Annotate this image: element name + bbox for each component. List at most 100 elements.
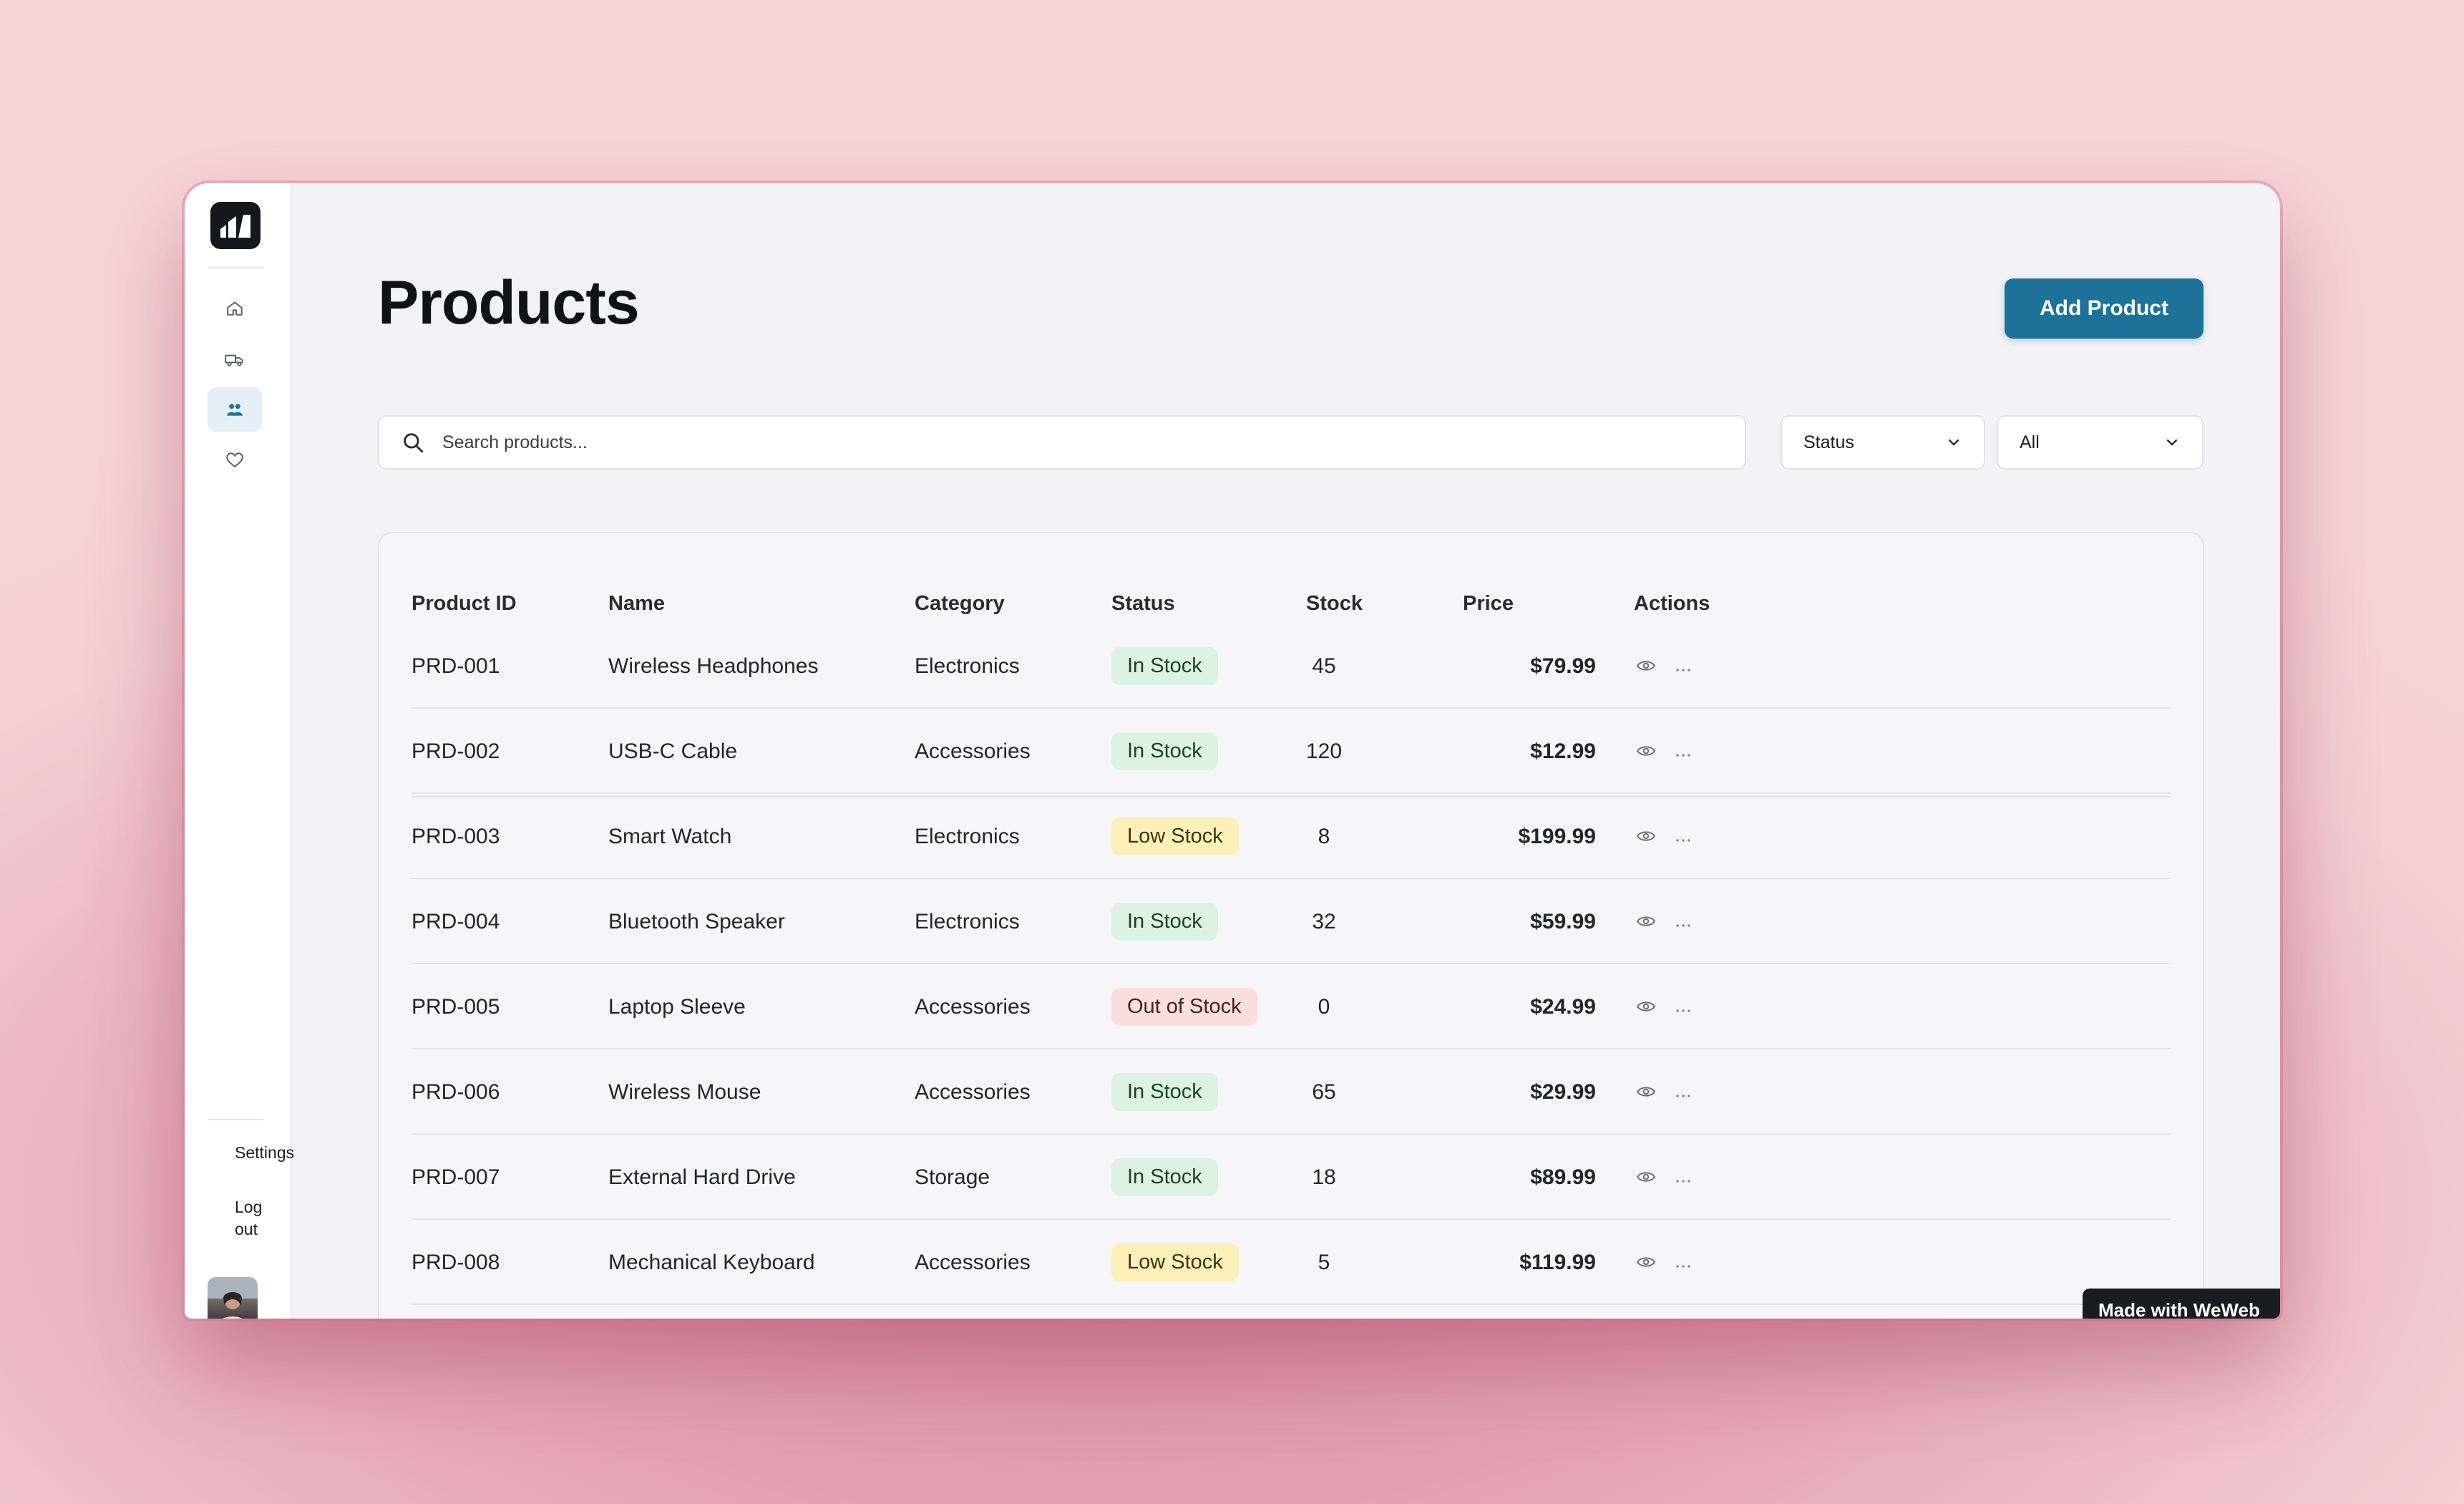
row-divider bbox=[412, 963, 2171, 964]
actions-cell bbox=[1636, 709, 1691, 794]
stock-cell: 5 bbox=[1318, 1250, 1330, 1274]
status-cell: In Stock bbox=[1111, 1135, 1218, 1220]
stock-cell: 120 bbox=[1305, 739, 1343, 763]
price-cell: $79.99 bbox=[1530, 654, 1596, 678]
logout-link[interactable]: Log out bbox=[235, 1198, 263, 1238]
product-id-cell: PRD-006 bbox=[412, 1080, 500, 1104]
product-name-cell: Wireless Mouse bbox=[608, 1080, 761, 1104]
category-cell: Storage bbox=[915, 1165, 990, 1189]
product-name-cell: Smart Watch bbox=[608, 824, 732, 848]
price-cell: $119.99 bbox=[1519, 1250, 1596, 1274]
status-cell: In Stock bbox=[1111, 709, 1218, 794]
nav-products[interactable] bbox=[208, 387, 262, 432]
search-box[interactable] bbox=[378, 415, 1746, 470]
status-badge: In Stock bbox=[1111, 903, 1218, 941]
view-icon[interactable] bbox=[1636, 1251, 1656, 1275]
page-title: Products bbox=[378, 268, 640, 337]
category-cell: Accessories bbox=[915, 994, 1031, 1019]
product-id-cell: PRD-007 bbox=[412, 1165, 500, 1189]
row-divider bbox=[412, 1304, 2171, 1305]
view-icon[interactable] bbox=[1636, 910, 1656, 934]
status-cell: Out of Stock bbox=[1111, 964, 1257, 1049]
view-icon[interactable] bbox=[1636, 1080, 1656, 1105]
stock-cell: 18 bbox=[1312, 1165, 1336, 1189]
table-row[interactable]: PRD-007 External Hard Drive Storage In Stoc… bbox=[379, 1135, 2203, 1220]
row-divider bbox=[412, 1133, 2171, 1135]
more-options-icon[interactable] bbox=[1675, 1251, 1691, 1275]
price-cell: $59.99 bbox=[1530, 909, 1596, 933]
nav-deliveries[interactable] bbox=[208, 337, 262, 382]
app-window: Settings Log out Products Add Product St… bbox=[185, 183, 2280, 1319]
view-icon[interactable] bbox=[1636, 1165, 1656, 1190]
product-id-cell: PRD-005 bbox=[412, 994, 500, 1019]
product-id-cell: PRD-008 bbox=[412, 1250, 500, 1274]
more-options-icon[interactable] bbox=[1675, 910, 1691, 934]
table-row[interactable]: PRD-002 USB-C Cable Accessories In Stock 120… bbox=[379, 709, 2203, 794]
product-id-cell: PRD-003 bbox=[412, 824, 500, 848]
status-cell: In Stock bbox=[1111, 1049, 1218, 1135]
status-badge: In Stock bbox=[1111, 1073, 1218, 1111]
category-cell: Electronics bbox=[915, 654, 1020, 678]
price-cell: $89.99 bbox=[1530, 1165, 1596, 1189]
table-row[interactable]: PRD-005 Laptop Sleeve Accessories Out of St… bbox=[379, 964, 2203, 1049]
view-icon[interactable] bbox=[1636, 654, 1656, 679]
actions-cell bbox=[1636, 794, 1691, 879]
product-name-cell: Wireless Headphones bbox=[608, 654, 819, 678]
table-row[interactable]: PRD-004 Bluetooth Speaker Electronics In St… bbox=[379, 879, 2203, 964]
column-header-product-id[interactable]: Product ID bbox=[412, 592, 517, 615]
status-cell: In Stock bbox=[1111, 879, 1218, 964]
actions-cell bbox=[1636, 624, 1691, 709]
status-filter-select[interactable]: Status bbox=[1781, 415, 1985, 470]
column-header-category[interactable]: Category bbox=[915, 592, 1005, 615]
truck-icon bbox=[225, 354, 243, 367]
sidebar-divider-top bbox=[208, 267, 263, 268]
more-options-icon[interactable] bbox=[1675, 1165, 1691, 1190]
add-product-button[interactable]: Add Product bbox=[2005, 278, 2204, 339]
more-options-icon[interactable] bbox=[1675, 995, 1691, 1019]
search-input[interactable] bbox=[441, 431, 1718, 454]
chevron-down-icon bbox=[1948, 439, 1959, 446]
product-name-cell: Laptop Sleeve bbox=[608, 994, 746, 1019]
value-filter-value: All bbox=[2020, 432, 2040, 452]
view-icon[interactable] bbox=[1636, 825, 1656, 849]
made-with-weweb-badge[interactable]: Made with WeWeb bbox=[2083, 1289, 2280, 1319]
value-filter-select[interactable]: All bbox=[1997, 415, 2204, 470]
column-header-status[interactable]: Status bbox=[1111, 592, 1175, 615]
search-icon bbox=[404, 433, 424, 453]
table-row[interactable]: PRD-008 Mechanical Keyboard Accessories Low… bbox=[379, 1220, 2203, 1305]
nav-favorites[interactable] bbox=[208, 438, 262, 482]
home-icon bbox=[227, 301, 243, 316]
table-row[interactable]: PRD-001 Wireless Headphones Electronics In … bbox=[379, 624, 2203, 709]
category-cell: Accessories bbox=[915, 1080, 1031, 1104]
column-header-price[interactable]: Price bbox=[1463, 592, 1514, 615]
more-options-icon[interactable] bbox=[1675, 739, 1691, 764]
users-icon bbox=[227, 404, 243, 416]
column-header-actions: Actions bbox=[1634, 592, 1710, 615]
table-row[interactable]: PRD-006 Wireless Mouse Accessories In Stock… bbox=[379, 1049, 2203, 1135]
more-options-icon[interactable] bbox=[1675, 825, 1691, 849]
column-header-name[interactable]: Name bbox=[608, 592, 665, 615]
header-divider bbox=[412, 796, 2171, 797]
settings-link[interactable]: Settings bbox=[235, 1143, 295, 1162]
price-cell: $12.99 bbox=[1530, 739, 1596, 763]
logo-icon bbox=[220, 215, 250, 238]
view-icon[interactable] bbox=[1636, 739, 1656, 764]
more-options-icon[interactable] bbox=[1675, 654, 1691, 679]
avatar[interactable] bbox=[208, 1277, 258, 1319]
status-badge: Low Stock bbox=[1111, 818, 1239, 855]
category-cell: Accessories bbox=[915, 739, 1031, 763]
table-row[interactable]: PRD-003 Smart Watch Electronics Low Stock 8 $… bbox=[379, 794, 2203, 879]
actions-cell bbox=[1636, 1220, 1691, 1305]
view-icon[interactable] bbox=[1636, 995, 1656, 1019]
avatar-photo-icon bbox=[208, 1277, 258, 1319]
stock-cell: 8 bbox=[1318, 824, 1330, 848]
logo[interactable] bbox=[210, 202, 260, 249]
price-cell: $29.99 bbox=[1530, 1080, 1596, 1104]
more-options-icon[interactable] bbox=[1675, 1080, 1691, 1105]
row-divider bbox=[412, 1218, 2171, 1220]
stock-cell: 0 bbox=[1318, 994, 1330, 1019]
column-header-stock[interactable]: Stock bbox=[1306, 592, 1363, 615]
status-badge: In Stock bbox=[1111, 732, 1218, 770]
product-id-cell: PRD-001 bbox=[412, 654, 500, 678]
nav-home[interactable] bbox=[208, 286, 262, 331]
